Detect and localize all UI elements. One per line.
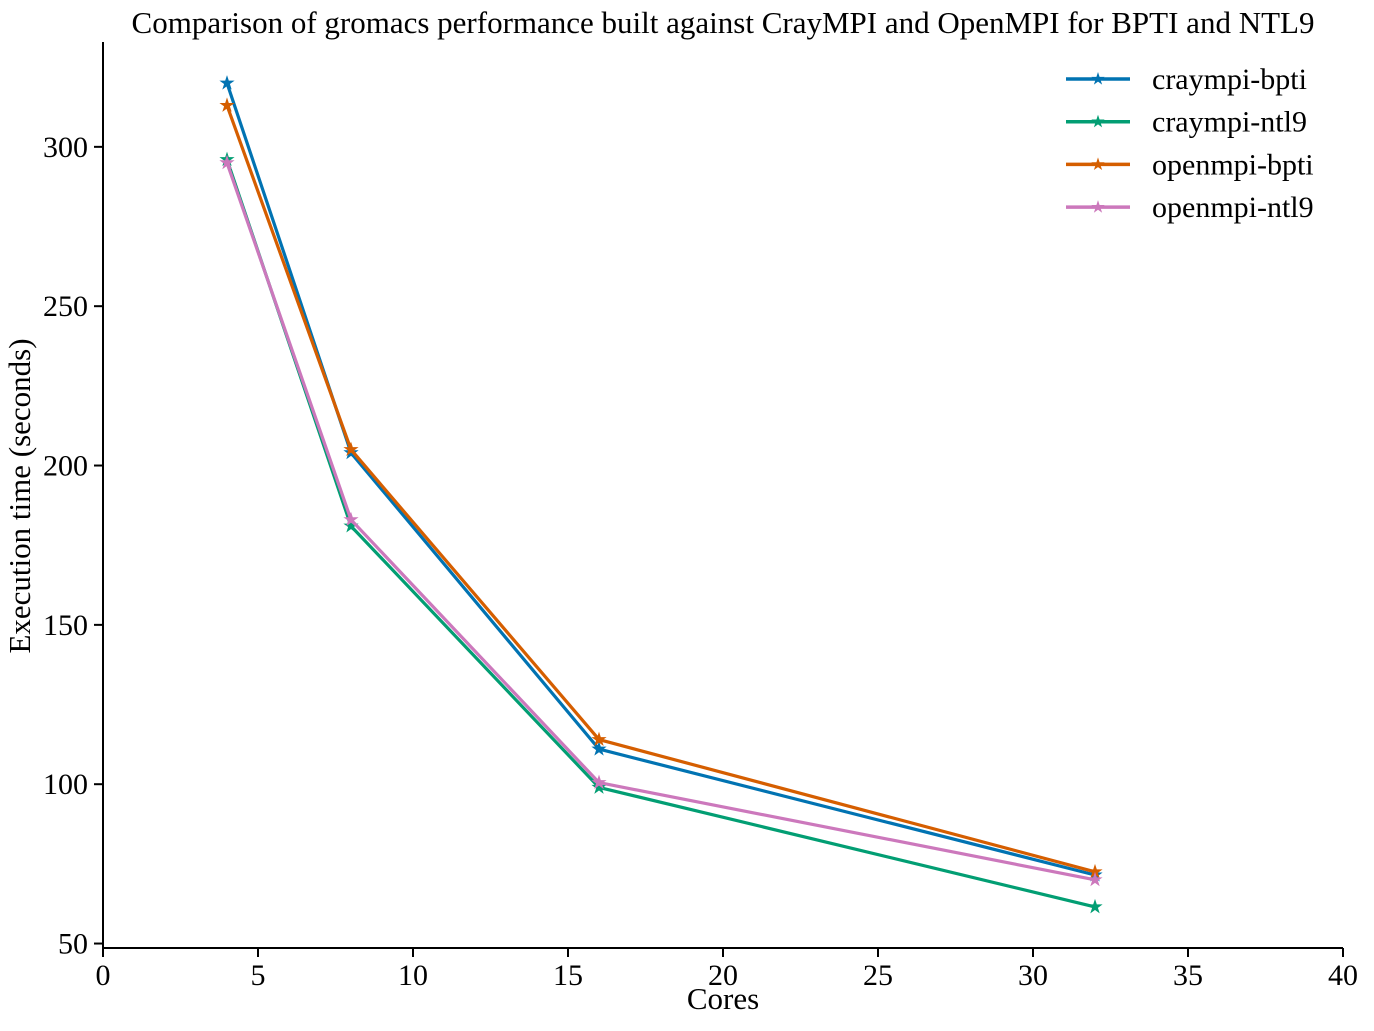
- series-marker-openmpi-ntl9: [1087, 871, 1103, 887]
- x-tick-label: 35: [1173, 959, 1203, 992]
- series-marker-craympi-ntl9: [591, 779, 607, 794]
- plot-area: 0 5 10 15 20 25 30 35 40 50 100 150 200 250 300: [43, 42, 1358, 992]
- series-marker-craympi-bpti: [219, 75, 235, 90]
- series-marker-openmpi-bpti: [219, 97, 235, 112]
- x-tick-label: 5: [251, 959, 266, 992]
- x-tick-label: 25: [863, 959, 893, 992]
- series-marker-openmpi-bpti: [591, 731, 607, 747]
- series-marker-craympi-bpti: [591, 741, 607, 756]
- x-tick-label: 0: [96, 959, 111, 992]
- series-marker-openmpi-ntl9: [219, 154, 235, 170]
- y-tick-label: 250: [43, 290, 88, 323]
- series-marker-craympi-ntl9: [1087, 898, 1103, 914]
- legend-item-craympi-bpti: craympi-bpti: [1066, 63, 1307, 96]
- legend-marker-icon: [1091, 157, 1105, 171]
- y-tick-label: 100: [43, 768, 88, 801]
- x-tick-label: 20: [708, 959, 738, 992]
- x-tick-label: 40: [1328, 959, 1358, 992]
- y-tick-label: 200: [43, 450, 88, 483]
- legend-item-openmpi-ntl9: openmpi-ntl9: [1066, 191, 1314, 224]
- series-line-openmpi-ntl9: [225, 161, 1097, 882]
- x-tick-label: 10: [398, 959, 428, 992]
- series-marker-openmpi-bpti: [343, 441, 359, 457]
- series-marker-openmpi-ntl9: [591, 774, 607, 790]
- y-axis-label: Execution time (seconds): [2, 338, 37, 653]
- legend-marker-icon: [1091, 72, 1105, 85]
- legend: craympi-bpti craympi-ntl9 openmpi-bpti open…: [1066, 63, 1314, 224]
- series-line-craympi-bpti: [225, 81, 1097, 877]
- series-marker-craympi-ntl9: [343, 518, 359, 533]
- legend-item-openmpi-bpti: openmpi-bpti: [1066, 148, 1314, 181]
- series-marker-openmpi-ntl9: [343, 511, 359, 527]
- x-axis-label: Cores: [687, 981, 759, 1016]
- chart-title: Comparison of gromacs performance built …: [132, 5, 1315, 40]
- legend-item-craympi-ntl9: craympi-ntl9: [1066, 106, 1307, 139]
- x-tick-label: 30: [1018, 959, 1048, 992]
- series-marker-openmpi-bpti: [1087, 863, 1103, 879]
- legend-label: openmpi-bpti: [1152, 148, 1314, 181]
- y-tick-label: 150: [43, 609, 88, 642]
- legend-label: craympi-ntl9: [1152, 106, 1307, 139]
- x-tick-label: 15: [553, 959, 583, 992]
- legend-label: craympi-bpti: [1152, 63, 1307, 96]
- series-line-openmpi-bpti: [225, 103, 1097, 874]
- legend-marker-icon: [1091, 114, 1105, 128]
- y-tick-label: 300: [43, 131, 88, 164]
- legend-marker-icon: [1091, 200, 1105, 213]
- y-tick-label: 50: [58, 928, 88, 961]
- legend-label: openmpi-ntl9: [1152, 191, 1314, 224]
